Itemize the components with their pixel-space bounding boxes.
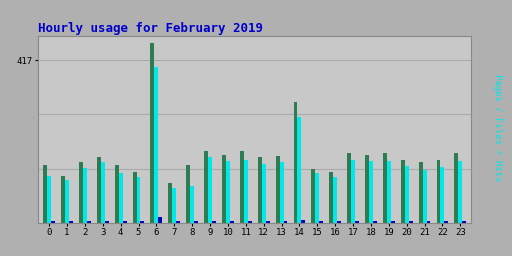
Bar [437,161,440,223]
Bar [297,117,302,223]
Bar [140,221,144,223]
Bar [173,188,176,223]
Bar [440,167,444,223]
Bar [302,220,305,223]
Bar [212,221,216,223]
Bar [426,221,431,223]
Bar [190,186,194,223]
Bar [333,177,337,223]
Bar [369,161,373,223]
Bar [422,170,426,223]
Bar [355,221,359,223]
Bar [409,221,413,223]
Bar [391,221,395,223]
Bar [347,153,351,223]
Bar [43,165,47,223]
Bar [455,153,458,223]
Bar [155,67,158,223]
Bar [79,162,83,223]
Bar [248,221,252,223]
Bar [329,172,333,223]
Bar [69,221,73,223]
Bar [226,161,230,223]
Bar [262,164,266,223]
Bar [133,172,137,223]
Bar [115,165,119,223]
Text: Hourly usage for February 2019: Hourly usage for February 2019 [38,22,263,35]
Bar [194,221,198,223]
Bar [151,43,155,223]
Bar [61,176,65,223]
Bar [47,176,51,223]
Bar [230,221,234,223]
Bar [244,160,248,223]
Bar [122,221,126,223]
Bar [280,162,284,223]
Bar [119,173,122,223]
Bar [186,165,190,223]
Bar [351,160,355,223]
Bar [51,221,55,223]
Bar [319,221,323,223]
Bar [401,161,404,223]
Bar [204,151,208,223]
Bar [101,162,105,223]
Bar [284,221,287,223]
Bar [222,155,226,223]
Bar [365,155,369,223]
Bar [240,151,244,223]
Bar [87,221,91,223]
Bar [97,157,101,223]
Bar [311,169,315,223]
Bar [337,221,341,223]
Bar [373,221,377,223]
Bar [258,156,262,223]
Bar [105,221,109,223]
Bar [462,221,466,223]
Bar [419,162,422,223]
Bar [137,177,140,223]
Bar [176,221,180,223]
Bar [444,221,449,223]
Bar [266,221,269,223]
Bar [315,173,319,223]
Bar [275,156,280,223]
Bar [208,157,212,223]
Bar [65,180,69,223]
Bar [404,166,409,223]
Bar [387,161,391,223]
Text: Pages / Files / Hits: Pages / Files / Hits [493,74,502,182]
Bar [158,217,162,223]
Bar [168,183,173,223]
Bar [83,168,87,223]
Bar [458,161,462,223]
Bar [293,102,297,223]
Bar [383,153,387,223]
